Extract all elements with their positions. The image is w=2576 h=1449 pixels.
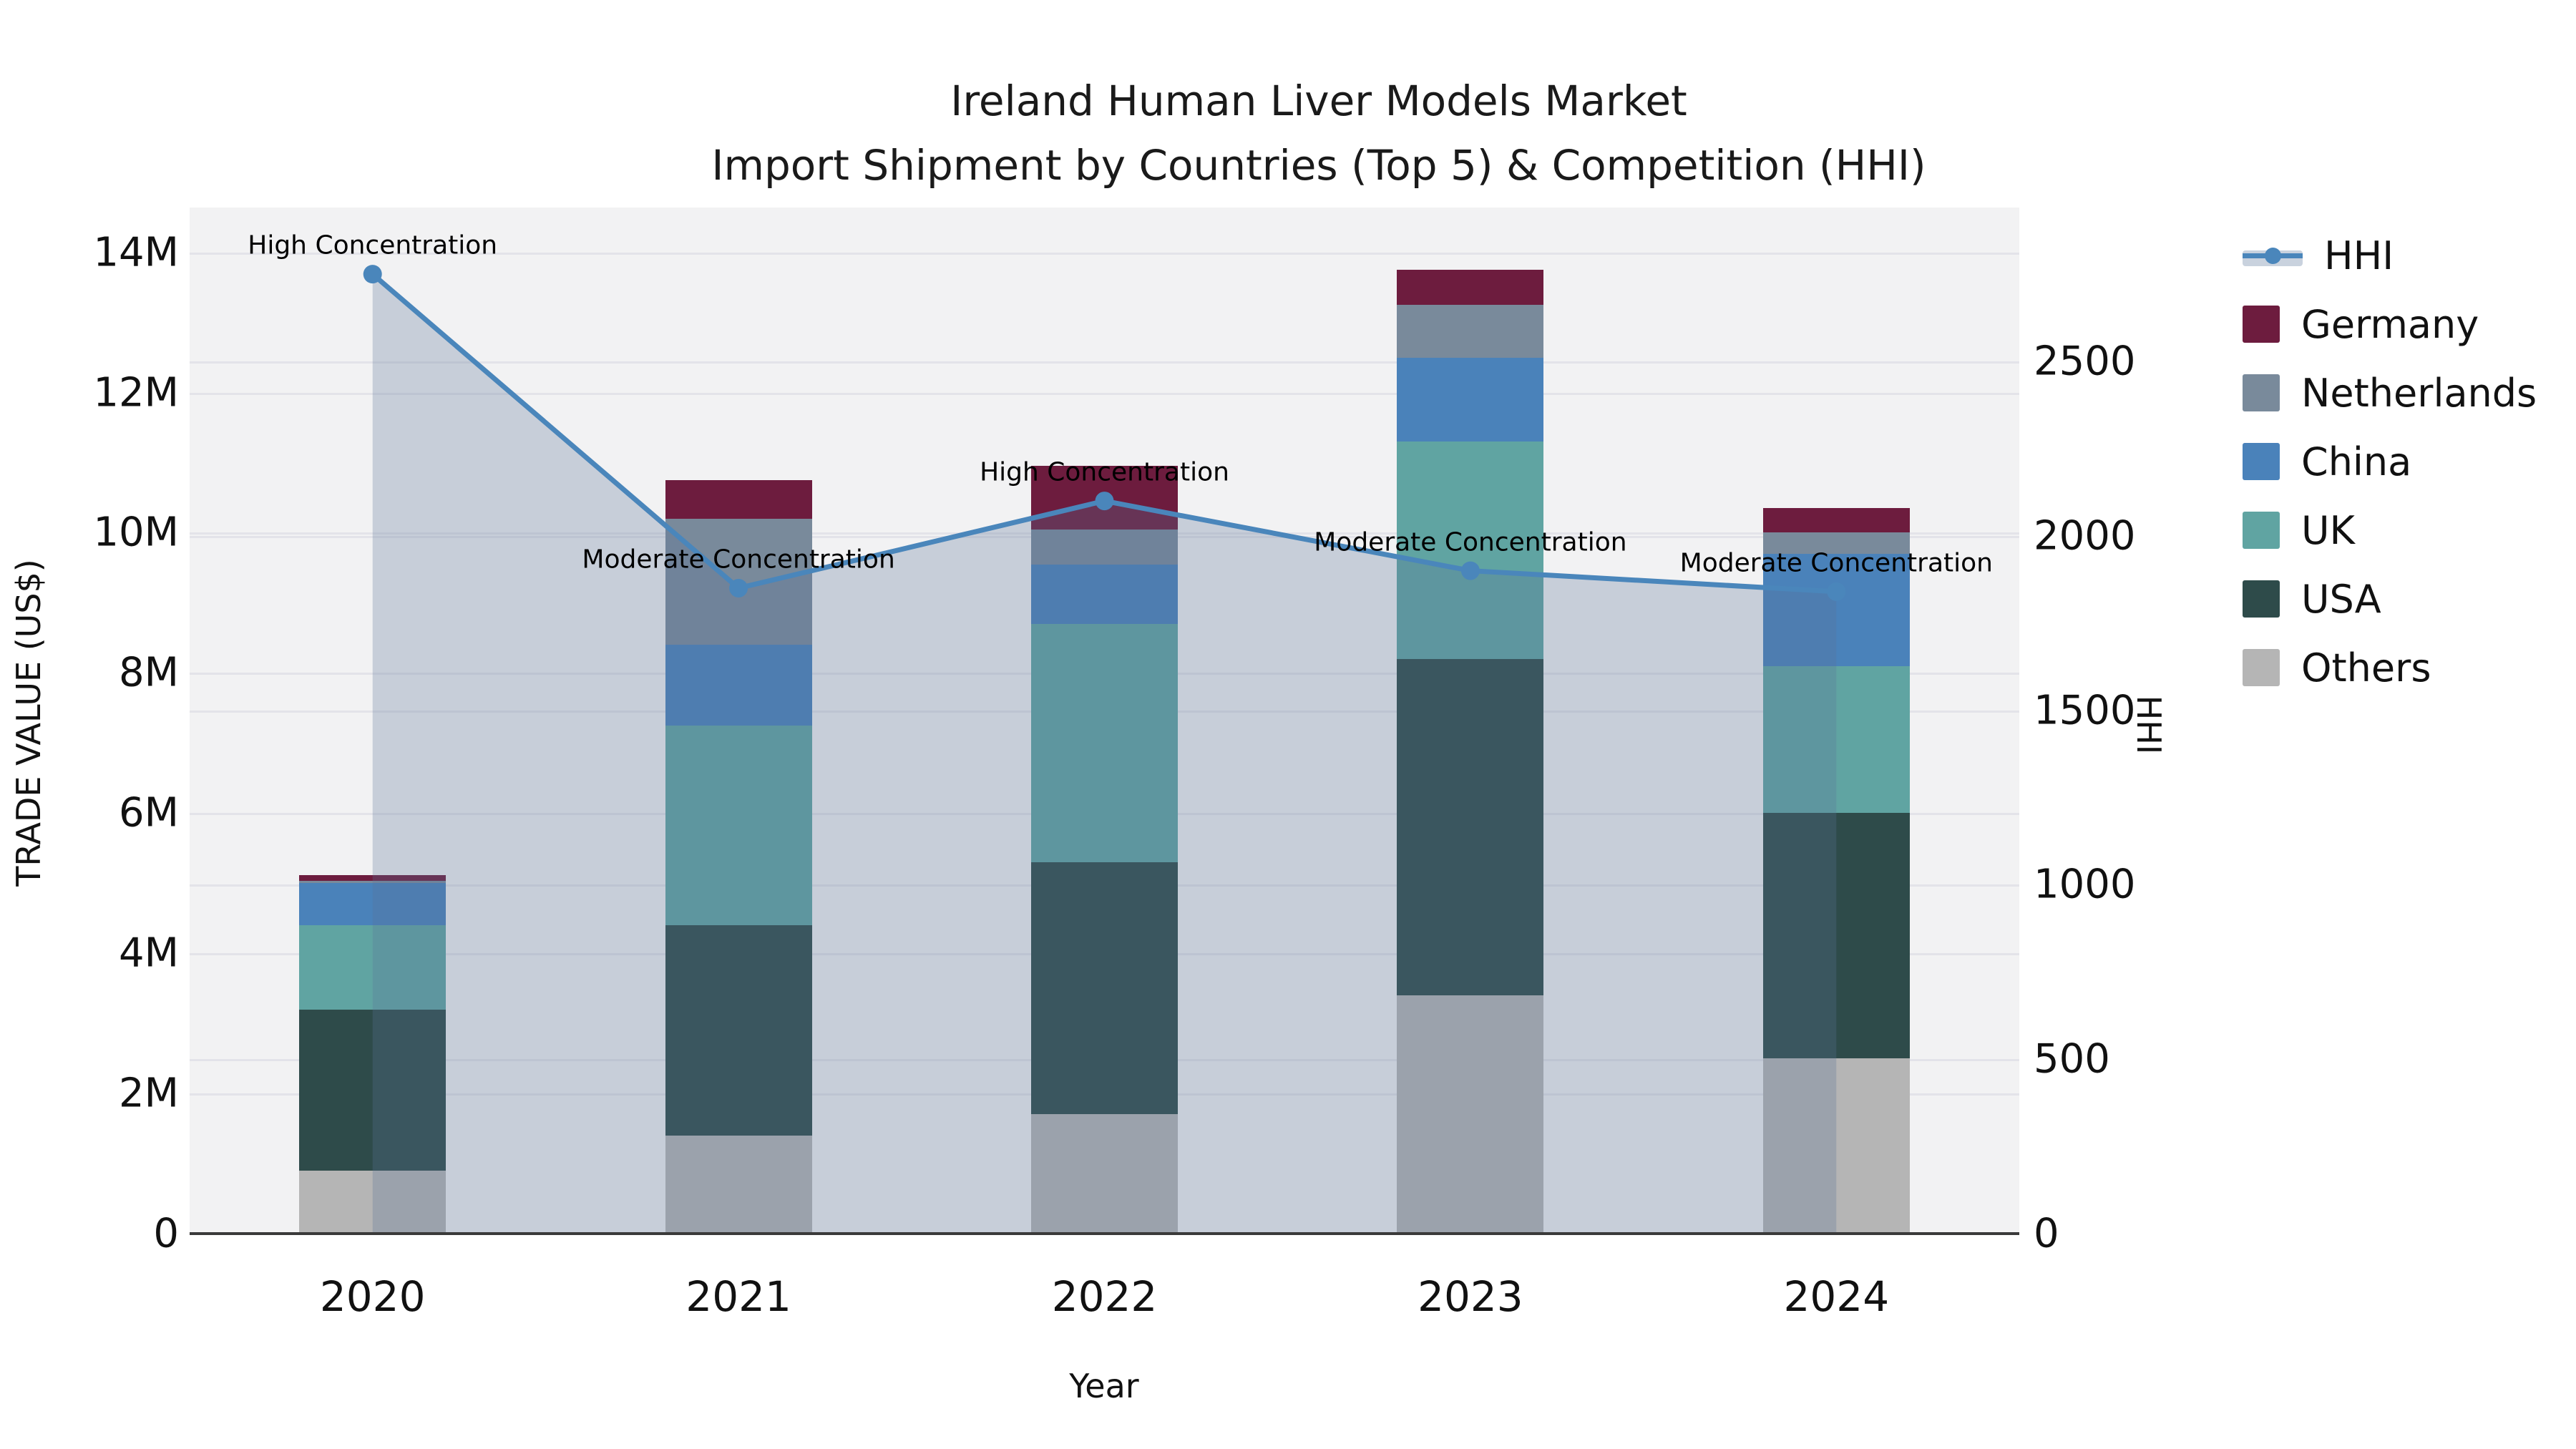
y-axis-left-label: TRADE VALUE (US$) [9,559,48,887]
x-tick-2020: 2020 [319,1272,426,1321]
bar-2022-uk [1031,623,1178,862]
chart-title-line2: Import Shipment by Countries (Top 5) & C… [711,141,1926,190]
x-tick-2024: 2024 [1783,1272,1890,1321]
legend-item-germany: Germany [2243,290,2537,358]
legend-swatch-others [2243,649,2280,686]
annotation-2023: Moderate Concentration [1314,527,1627,557]
y-left-tick-8M: 8M [119,649,179,696]
bar-2021-others [665,1135,812,1234]
bar-2024-uk [1762,665,1910,814]
bar-2022-others [1031,1114,1178,1234]
y-left-tick-14M: 14M [93,229,179,276]
legend-label-usa: USA [2301,576,2381,622]
x-axis-label: Year [1069,1367,1139,1405]
bar-2024-germany [1762,508,1910,533]
bar-2022-china [1031,564,1178,624]
legend-item-usa: USA [2243,565,2537,633]
legend-item-others: Others [2243,633,2537,702]
hhi-marker-2021 [729,578,748,597]
y-right-tick-2500: 2500 [2034,338,2136,385]
bar-2020-uk [299,925,447,1010]
x-tick-2023: 2023 [1418,1272,1523,1321]
annotation-2021: Moderate Concentration [582,545,895,575]
legend-swatch-germany [2243,306,2280,343]
bar-2021-uk [665,725,812,925]
hhi-marker-swatch [2265,248,2281,264]
y-left-tick-10M: 10M [93,509,179,556]
bar-2020-germany [299,875,447,882]
bar-2023-germany [1397,270,1544,306]
gridline-left-12M [190,392,2019,395]
legend-item-netherlands: Netherlands [2243,358,2537,427]
y-left-tick-0: 0 [153,1210,179,1257]
legend-label-others: Others [2301,645,2431,691]
legend-label-china: China [2301,439,2412,484]
annotation-2024: Moderate Concentration [1679,548,1993,578]
bar-2024-netherlands [1762,532,1910,554]
y-left-tick-12M: 12M [93,369,179,416]
y-left-tick-2M: 2M [119,1070,179,1117]
bar-2022-netherlands [1031,529,1178,565]
legend-swatch-usa [2243,580,2280,618]
annotation-2020: High Concentration [248,230,498,260]
bar-2024-china [1762,553,1910,666]
legend-swatch-china [2243,443,2280,480]
legend-swatch-netherlands [2243,374,2280,411]
legend-label-germany: Germany [2301,301,2479,347]
legend-label-netherlands: Netherlands [2301,370,2537,416]
y-right-tick-2000: 2000 [2034,512,2136,560]
plot-area [190,208,2019,1234]
legend-label-uk: UK [2301,507,2355,553]
bar-2023-netherlands [1397,305,1544,358]
bar-2021-china [665,645,812,726]
bar-2021-usa [665,925,812,1136]
bar-2021-germany [665,480,812,519]
bar-2023-china [1397,357,1544,442]
bar-2020-others [299,1170,447,1234]
legend-label-hhi: HHI [2324,233,2394,278]
chart-title: Ireland Human Liver Models Market Import… [711,69,1926,197]
y-right-tick-0: 0 [2034,1210,2059,1257]
legend-item-china: China [2243,427,2537,496]
hhi-area-fill [372,274,1837,1234]
hhi-marker-2023 [1460,561,1480,580]
annotation-2022: High Concentration [980,457,1229,487]
legend-item-uk: UK [2243,496,2537,565]
y-left-tick-6M: 6M [119,789,179,836]
chart-title-line1: Ireland Human Liver Models Market [950,77,1687,125]
hhi-marker-2022 [1095,492,1114,511]
y-right-tick-1000: 1000 [2034,861,2136,908]
gridline-right-2500 [190,361,2019,364]
bar-2020-usa [299,1009,447,1171]
bar-2023-uk [1397,441,1544,659]
bar-2024-usa [1762,813,1910,1059]
hhi-marker-2024 [1827,582,1846,601]
bar-2022-usa [1031,862,1178,1115]
y-right-tick-1500: 1500 [2034,687,2136,734]
hhi-marker-2020 [363,265,382,284]
bar-2024-others [1762,1058,1910,1234]
legend-swatch-uk [2243,512,2280,549]
bar-2020-china [299,883,447,925]
hhi-line-area-layer [363,265,1846,1234]
gridline-left-14M [190,252,2019,255]
hhi-line-legend-sample [2243,237,2303,274]
bar-2023-others [1397,995,1544,1234]
bar-2020-netherlands [299,881,447,884]
legend-item-hhi: HHI [2243,221,2537,290]
y-right-tick-500: 500 [2034,1035,2110,1083]
x-axis-line [190,1232,2019,1235]
x-tick-2022: 2022 [1051,1272,1158,1321]
bar-2023-usa [1397,658,1544,995]
legend: HHI Germany Netherlands China UK USA Others [2243,221,2537,702]
y-left-tick-4M: 4M [119,930,179,977]
x-tick-2021: 2021 [686,1272,791,1321]
